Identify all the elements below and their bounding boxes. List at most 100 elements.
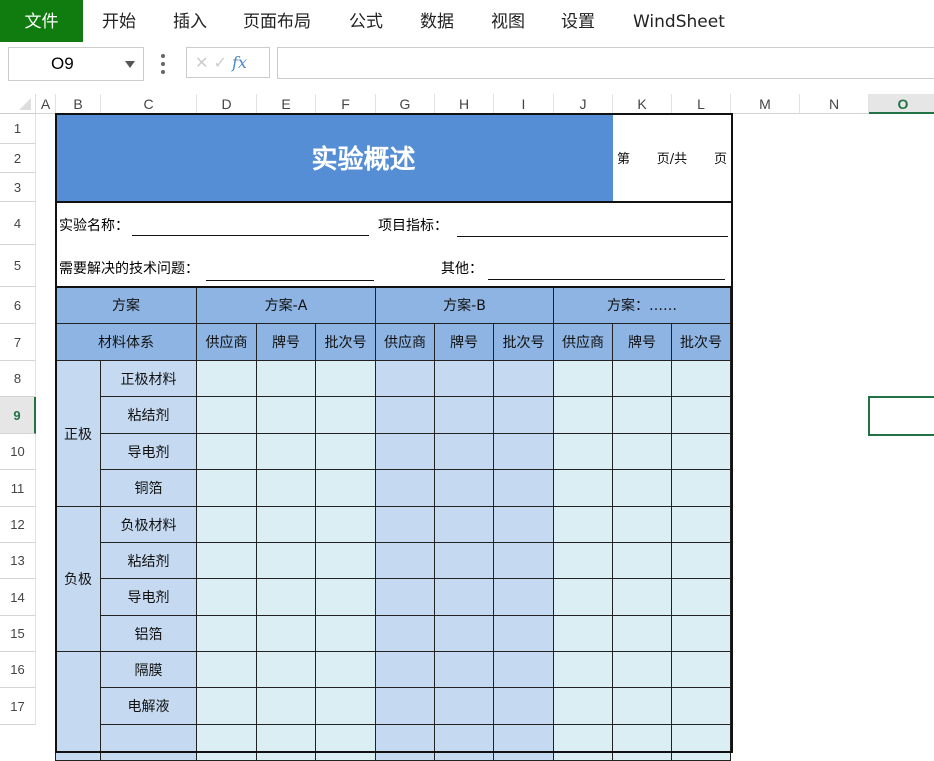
row-header-10[interactable]: 10 bbox=[0, 434, 36, 470]
menu-8[interactable]: WindSheet bbox=[633, 12, 725, 32]
sub-header[interactable]: 供应商 bbox=[375, 323, 435, 361]
experiment-name-field[interactable] bbox=[132, 235, 369, 236]
column-header-J[interactable]: J bbox=[554, 94, 613, 114]
menu-6[interactable]: 视图 bbox=[491, 12, 525, 32]
scheme-0[interactable]: 方案-A bbox=[196, 286, 376, 324]
data-cell[interactable] bbox=[612, 506, 672, 543]
data-cell[interactable] bbox=[256, 433, 316, 470]
project-metric-field[interactable] bbox=[457, 236, 728, 237]
row-header-8[interactable]: 8 bbox=[0, 361, 36, 397]
data-cell[interactable] bbox=[612, 687, 672, 725]
data-cell[interactable] bbox=[375, 578, 435, 616]
column-header-A[interactable]: A bbox=[36, 94, 56, 114]
more-options-icon[interactable] bbox=[161, 54, 165, 78]
data-cell[interactable] bbox=[256, 578, 316, 616]
page-info[interactable]: 第 页/共 页 bbox=[613, 113, 731, 202]
menu-2[interactable]: 插入 bbox=[173, 12, 207, 32]
row-header-2[interactable]: 2 bbox=[0, 144, 36, 173]
column-header-H[interactable]: H bbox=[435, 94, 494, 114]
data-cell[interactable] bbox=[256, 396, 316, 434]
data-cell[interactable] bbox=[196, 469, 257, 507]
data-cell[interactable] bbox=[196, 615, 257, 652]
data-cell[interactable] bbox=[612, 615, 672, 652]
data-cell[interactable] bbox=[553, 396, 613, 434]
data-cell[interactable] bbox=[196, 687, 257, 725]
data-cell[interactable] bbox=[434, 469, 494, 507]
data-cell[interactable] bbox=[671, 360, 731, 397]
data-cell[interactable] bbox=[375, 433, 435, 470]
column-header-M[interactable]: M bbox=[731, 94, 800, 114]
data-cell[interactable] bbox=[196, 396, 257, 434]
menu-0[interactable]: 文件 bbox=[0, 0, 83, 42]
row-header-4[interactable]: 4 bbox=[0, 202, 36, 245]
data-cell[interactable] bbox=[434, 542, 494, 579]
material-item[interactable]: 铝箔 bbox=[100, 615, 197, 652]
data-cell[interactable] bbox=[612, 651, 672, 688]
row-header-17[interactable]: 17 bbox=[0, 688, 36, 725]
select-all-corner[interactable] bbox=[0, 94, 36, 114]
data-cell[interactable] bbox=[256, 542, 316, 579]
data-cell[interactable] bbox=[196, 651, 257, 688]
active-cell-O9[interactable] bbox=[868, 396, 934, 436]
scheme-2[interactable]: 方案：…… bbox=[553, 286, 731, 324]
row-header-7[interactable]: 7 bbox=[0, 324, 36, 361]
data-cell[interactable] bbox=[553, 651, 613, 688]
scheme-header[interactable]: 方案 bbox=[55, 286, 197, 324]
data-cell[interactable] bbox=[671, 469, 731, 507]
column-header-G[interactable]: G bbox=[376, 94, 435, 114]
data-cell[interactable] bbox=[671, 506, 731, 543]
data-cell[interactable] bbox=[493, 360, 554, 397]
column-header-K[interactable]: K bbox=[613, 94, 672, 114]
column-header-I[interactable]: I bbox=[494, 94, 554, 114]
data-cell[interactable] bbox=[553, 542, 613, 579]
data-cell[interactable] bbox=[315, 578, 376, 616]
data-cell[interactable] bbox=[553, 360, 613, 397]
data-cell[interactable] bbox=[434, 506, 494, 543]
data-cell[interactable] bbox=[434, 360, 494, 397]
data-cell[interactable] bbox=[315, 506, 376, 543]
data-cell[interactable] bbox=[553, 687, 613, 725]
data-cell[interactable] bbox=[612, 578, 672, 616]
fx-icon[interactable]: fx bbox=[232, 53, 247, 72]
data-cell[interactable] bbox=[315, 651, 376, 688]
name-box[interactable]: O9 bbox=[8, 47, 144, 81]
data-cell[interactable] bbox=[256, 687, 316, 725]
data-cell[interactable] bbox=[196, 506, 257, 543]
data-cell[interactable] bbox=[671, 724, 731, 761]
material-item[interactable] bbox=[100, 724, 197, 761]
data-cell[interactable] bbox=[256, 469, 316, 507]
group-1[interactable]: 负极 bbox=[55, 506, 101, 652]
row-header-16[interactable]: 16 bbox=[0, 652, 36, 688]
data-cell[interactable] bbox=[612, 396, 672, 434]
data-cell[interactable] bbox=[375, 542, 435, 579]
data-cell[interactable] bbox=[256, 615, 316, 652]
row-header-5[interactable]: 5 bbox=[0, 245, 36, 287]
formula-input[interactable] bbox=[277, 47, 934, 79]
material-item[interactable]: 电解液 bbox=[100, 687, 197, 725]
sub-header[interactable]: 供应商 bbox=[196, 323, 257, 361]
sub-header[interactable]: 批次号 bbox=[671, 323, 731, 361]
data-cell[interactable] bbox=[196, 360, 257, 397]
column-header-F[interactable]: F bbox=[316, 94, 376, 114]
data-cell[interactable] bbox=[493, 542, 554, 579]
material-item[interactable]: 正极材料 bbox=[100, 360, 197, 397]
column-header-L[interactable]: L bbox=[672, 94, 731, 114]
row-header-11[interactable]: 11 bbox=[0, 470, 36, 507]
data-cell[interactable] bbox=[375, 360, 435, 397]
data-cell[interactable] bbox=[196, 542, 257, 579]
data-cell[interactable] bbox=[375, 396, 435, 434]
data-cell[interactable] bbox=[315, 687, 376, 725]
group-2[interactable] bbox=[55, 651, 101, 761]
chevron-down-icon[interactable] bbox=[125, 61, 135, 68]
material-item[interactable]: 隔膜 bbox=[100, 651, 197, 688]
cancel-icon[interactable]: ✕ bbox=[195, 53, 209, 72]
data-cell[interactable] bbox=[256, 724, 316, 761]
data-cell[interactable] bbox=[434, 724, 494, 761]
data-cell[interactable] bbox=[493, 687, 554, 725]
data-cell[interactable] bbox=[671, 651, 731, 688]
data-cell[interactable] bbox=[671, 578, 731, 616]
data-cell[interactable] bbox=[434, 615, 494, 652]
data-cell[interactable] bbox=[196, 724, 257, 761]
material-item[interactable]: 粘结剂 bbox=[100, 542, 197, 579]
data-cell[interactable] bbox=[493, 615, 554, 652]
